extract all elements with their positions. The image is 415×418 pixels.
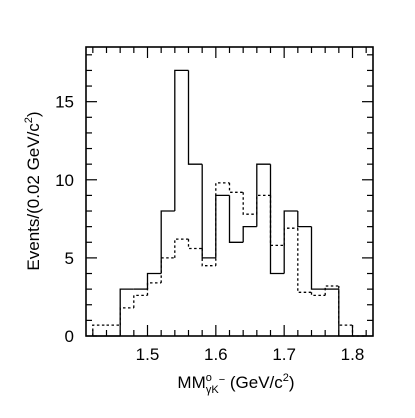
- y-tick-label: 0: [65, 327, 74, 346]
- series-layer: [92, 69, 367, 337]
- histogram-bin-dotted: [160, 257, 175, 283]
- histogram-bin-dotted: [283, 227, 298, 246]
- histogram-bin-solid: [119, 288, 134, 336]
- histogram-bin-solid: [283, 210, 298, 274]
- histogram-bin-solid: [215, 194, 230, 258]
- histogram-bin-dotted: [174, 238, 189, 258]
- y-axis-label-base: Events/(0.02 GeV/c: [24, 123, 43, 271]
- x-axis-label: MMo γK− (GeV/c2): [177, 372, 294, 396]
- x-tick-label: 1.6: [204, 345, 228, 364]
- histogram-bin-solid: [146, 272, 162, 290]
- x-tick-label: 1.5: [136, 345, 160, 364]
- histogram-bin-dotted: [146, 282, 162, 296]
- histogram-bin-dotted: [256, 194, 271, 215]
- x-tick-label: 1.8: [341, 345, 365, 364]
- y-tick-label: 15: [55, 93, 74, 112]
- histogram-bin-dotted: [324, 285, 339, 296]
- histogram-bin-solid: [187, 70, 203, 165]
- histogram-bin-dotted: [351, 325, 367, 337]
- x-axis-label-close: ): [289, 373, 295, 392]
- histogram-bin-solid: [160, 210, 175, 274]
- histogram-bin-dotted: [187, 239, 203, 250]
- y-axis-label-sq: 2: [23, 117, 35, 123]
- y-tick-label: 5: [65, 249, 74, 268]
- x-axis-label-base: MM: [177, 373, 205, 392]
- histogram-bin-dotted: [215, 182, 230, 266]
- histogram-bin-dotted: [269, 195, 285, 247]
- x-axis-label-sup: o: [206, 372, 212, 384]
- histogram-bin-dotted: [310, 292, 326, 297]
- series-solid: [92, 69, 367, 337]
- x-tick-label: 1.7: [272, 345, 296, 364]
- histogram-bin-dotted: [201, 248, 216, 267]
- y-axis-label-close: ): [24, 111, 43, 117]
- x-axis-label-sub-sup: −: [219, 374, 225, 386]
- x-axis-label-sub: γK: [206, 384, 220, 396]
- histogram-bin-dotted: [297, 228, 312, 293]
- histogram-bin-solid: [228, 195, 244, 243]
- histogram-bin-solid: [256, 163, 271, 227]
- histogram-bin-dotted: [119, 307, 134, 326]
- x-axis-label-sq: 2: [283, 372, 289, 384]
- plot-frame: [85, 46, 374, 337]
- y-axis-label: Events/(0.02 GeV/c2): [23, 111, 43, 270]
- histogram-bin-solid: [242, 225, 257, 243]
- histogram-bin-dotted: [92, 324, 107, 336]
- histogram-bin-solid: [174, 69, 189, 211]
- histogram-bin-solid: [310, 226, 326, 290]
- histogram-bin-dotted: [228, 182, 244, 193]
- histogram-bin-solid: [269, 164, 285, 275]
- y-tick-label: 10: [55, 171, 74, 190]
- tick-labels-layer: 1.5 1.6 1.7 1.8 0 5 10 15: [55, 93, 364, 364]
- histogram-bin-solid: [338, 289, 353, 337]
- histogram-bin-solid: [201, 164, 216, 259]
- histogram-bin-dotted: [133, 294, 148, 308]
- ticks-layer: [86, 47, 373, 337]
- histogram-bin-dotted: [338, 286, 353, 326]
- histogram-bin-solid: [297, 211, 312, 228]
- x-axis-label-rest: (GeV/c: [225, 373, 283, 392]
- histogram-bin-dotted: [242, 192, 257, 215]
